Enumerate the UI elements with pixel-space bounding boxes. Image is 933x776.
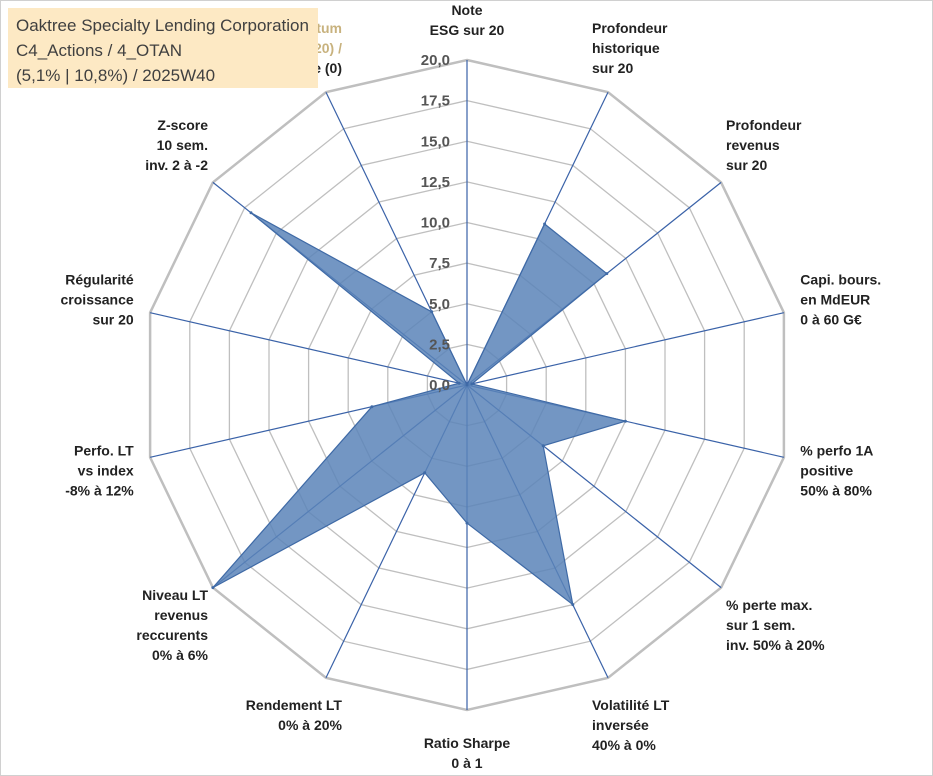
data-point xyxy=(370,405,374,409)
tick-label: 0,0 xyxy=(429,377,450,394)
data-point xyxy=(211,586,215,590)
data-point xyxy=(465,383,469,387)
radar-tick-labels: 0,0 2,5 5,0 7,5 10,0 12,5 15,0 17,5 20,0 xyxy=(421,52,450,394)
axis-label: croissance xyxy=(61,291,134,307)
axis-label: sur 20 xyxy=(726,157,767,173)
axis-label: Rendement LT xyxy=(246,697,343,713)
tick-label: 20,0 xyxy=(421,52,450,69)
axis-label: Profondeur xyxy=(592,20,668,36)
axis-label: Ratio Sharpe xyxy=(424,735,511,751)
radar-series xyxy=(211,211,628,607)
axis-label: revenus xyxy=(154,607,208,623)
axis-label: inv. 50% à 20% xyxy=(726,637,825,653)
axis-label: 50% à 80% xyxy=(800,483,872,499)
data-point xyxy=(543,222,547,226)
axis-label: positive xyxy=(800,463,853,479)
chart-title-box: Oaktree Specialty Lending Corporation C4… xyxy=(8,8,318,88)
data-point xyxy=(571,603,575,607)
data-point xyxy=(541,444,545,448)
radar-spoke xyxy=(466,312,785,386)
axis-label: % perte max. xyxy=(726,597,812,613)
data-point xyxy=(423,471,427,475)
tick-label: 15,0 xyxy=(421,133,450,150)
category-code: C4_Actions / 4_OTAN xyxy=(16,41,182,60)
axis-label: 0% à 20% xyxy=(278,717,342,733)
data-point xyxy=(430,310,434,314)
data-point xyxy=(605,272,609,276)
tick-label: 10,0 xyxy=(421,215,450,232)
axis-label: historique xyxy=(592,40,660,56)
axis-label: Capi. bours. xyxy=(800,271,881,287)
data-point xyxy=(457,381,461,385)
axis-label: Profondeur xyxy=(726,117,802,133)
data-point xyxy=(465,521,469,525)
axis-label: en MdEUR xyxy=(800,291,870,307)
axis-label: Z-score xyxy=(157,117,208,133)
axis-label: sur 20 xyxy=(92,311,133,327)
stats-line: (5,1% | 10,8%) / 2025W40 xyxy=(16,66,216,85)
data-point xyxy=(249,211,253,215)
tick-label: 17,5 xyxy=(421,93,450,110)
axis-label: revenus xyxy=(726,137,780,153)
axis-label: inv. 2 à -2 xyxy=(145,157,208,173)
series-area xyxy=(212,212,628,607)
axis-label: Régularité xyxy=(65,271,134,287)
tick-label: 12,5 xyxy=(421,174,450,191)
axis-label: sur 20 xyxy=(592,60,633,76)
axis-label: inversée xyxy=(592,717,649,733)
data-point xyxy=(470,382,474,386)
axis-label: reccurents xyxy=(136,627,208,643)
axis-label: -8% à 12% xyxy=(65,483,134,499)
axis-label: 0 à 60 G€ xyxy=(800,311,862,327)
axis-label: ESG sur 20 xyxy=(430,22,505,38)
axis-label: Niveau LT xyxy=(142,587,208,603)
axis-label: % perfo 1A xyxy=(800,443,873,459)
axis-label: 10 sem. xyxy=(157,137,208,153)
radar-spoke xyxy=(149,312,468,386)
axis-label: sur 1 sem. xyxy=(726,617,795,633)
data-point xyxy=(623,419,627,423)
tick-label: 5,0 xyxy=(429,296,450,313)
axis-label: Volatilité LT xyxy=(592,697,670,713)
company-name: Oaktree Specialty Lending Corporation xyxy=(16,16,309,35)
tick-label: 2,5 xyxy=(429,336,450,353)
axis-label: Perfo. LT xyxy=(74,443,134,459)
axis-label: vs index xyxy=(78,463,134,479)
tick-label: 7,5 xyxy=(429,255,450,272)
radar-axis-labels: Note ESG sur 20 Profondeur historique sur 20… xyxy=(61,2,882,771)
axis-label: Note xyxy=(451,2,482,18)
axis-label: 40% à 0% xyxy=(592,737,656,753)
axis-label: 0% à 6% xyxy=(152,647,209,663)
axis-label: 0 à 1 xyxy=(451,755,482,771)
